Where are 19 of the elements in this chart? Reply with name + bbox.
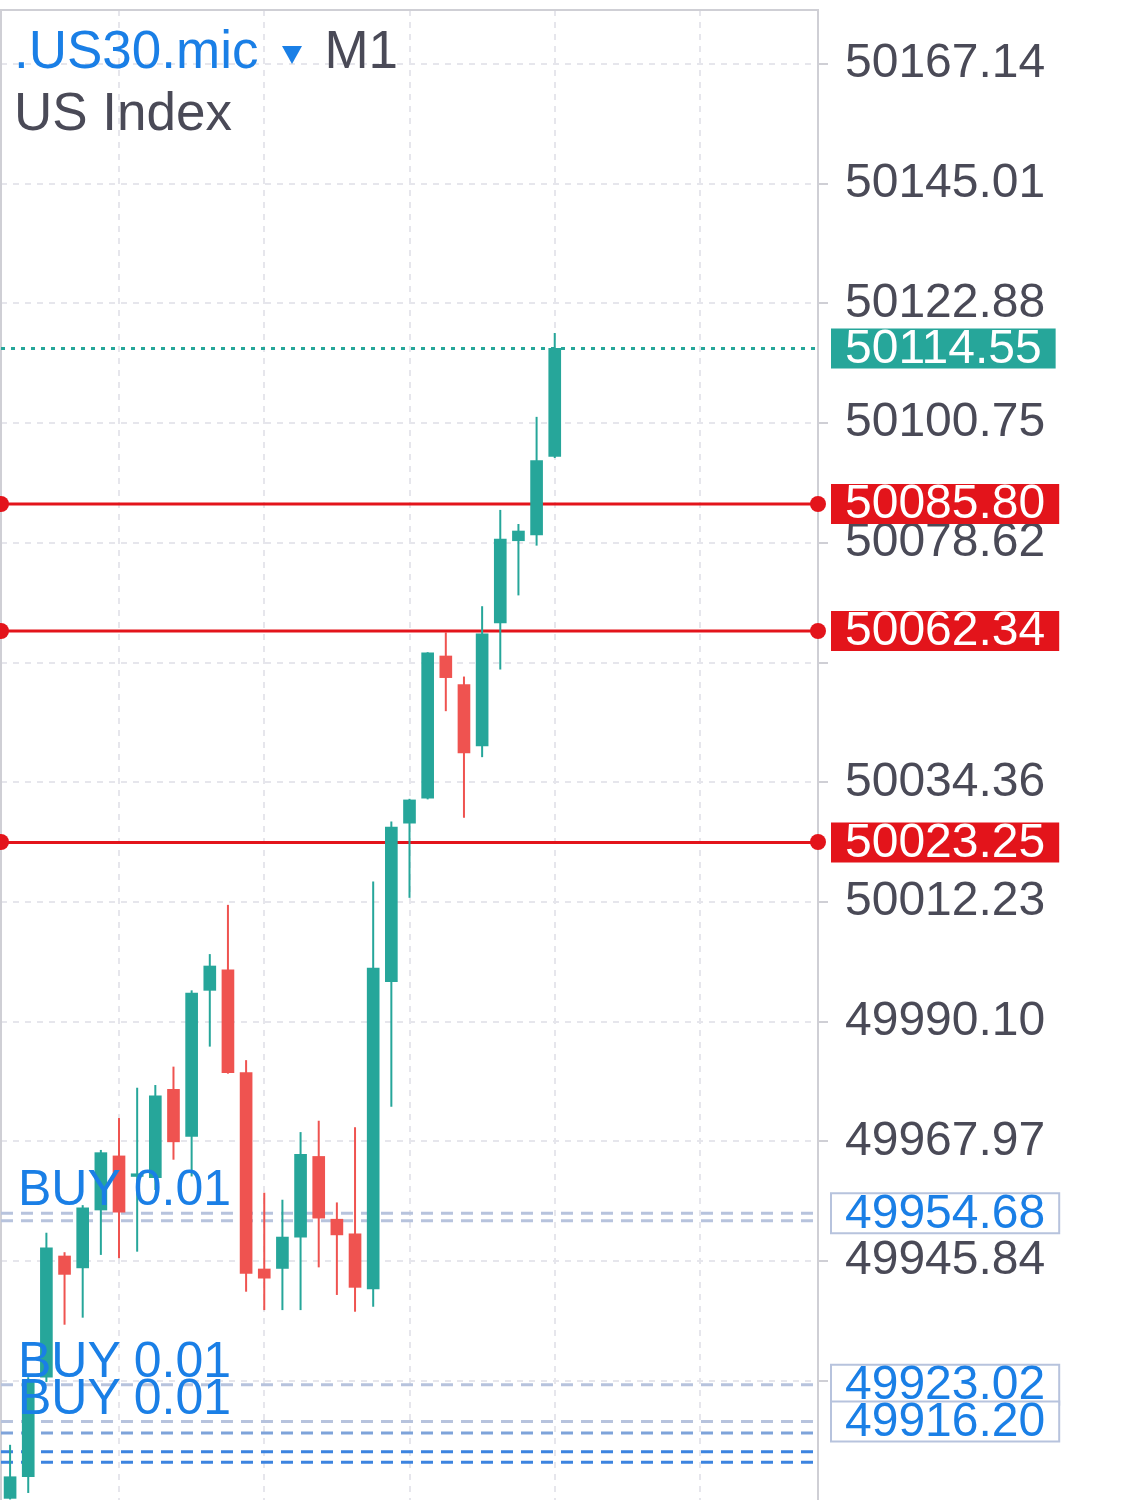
ref-line-label: 50023.25	[845, 813, 1046, 867]
y-tick-label: 49990.10	[845, 991, 1046, 1045]
candlestick	[58, 1251, 71, 1326]
annotation: M1	[324, 20, 399, 79]
candlestick	[439, 631, 453, 713]
ref-line-label: 50062.34	[845, 602, 1046, 656]
candlestick	[330, 1201, 344, 1296]
y-tick-label: 50167.14	[845, 34, 1046, 88]
text: US Index	[14, 82, 233, 141]
y-tick-label: 50100.75	[845, 393, 1046, 447]
chart-title: .US30.mic	[14, 20, 259, 79]
candlestick	[403, 797, 416, 899]
candlestick	[3, 1443, 17, 1500]
y-tick-label: 50012.23	[845, 872, 1046, 926]
candlestick	[512, 522, 525, 597]
y-tick-label: 49967.97	[845, 1111, 1046, 1165]
y-tick-label: 50145.01	[845, 153, 1046, 207]
candlestick	[257, 1191, 271, 1312]
y-tick-label: 50034.36	[845, 752, 1046, 806]
